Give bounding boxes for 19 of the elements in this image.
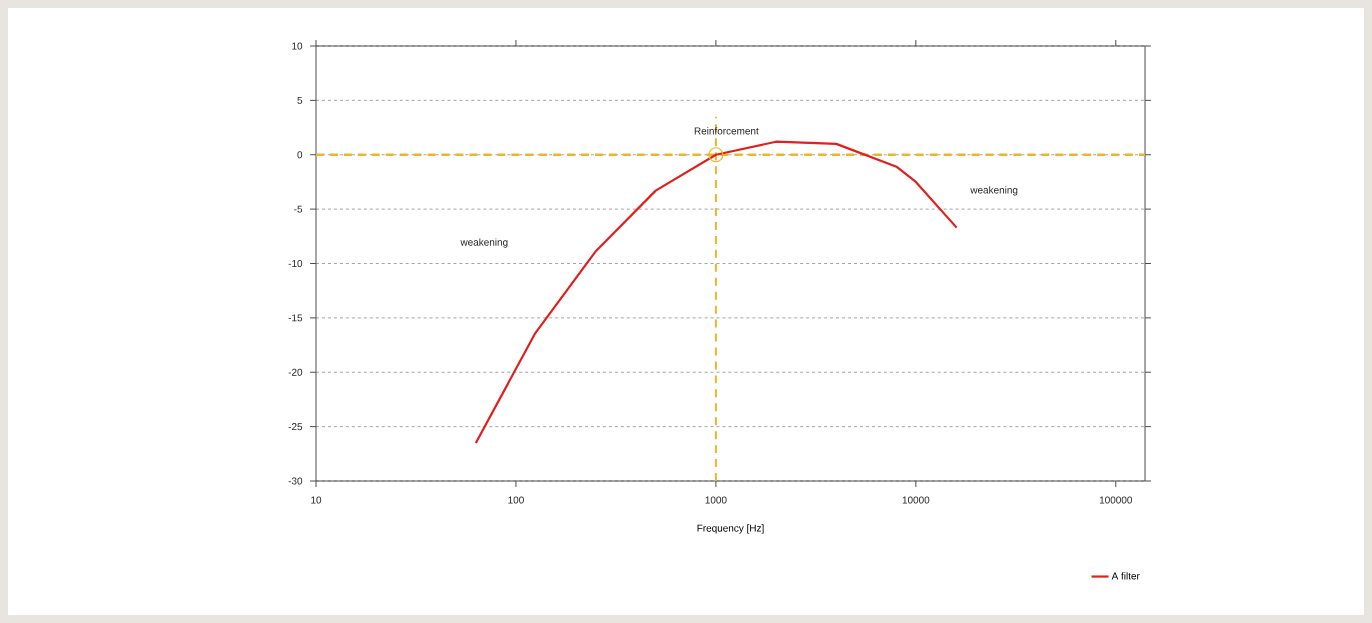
- annotation: weakening: [460, 238, 508, 248]
- annotation: Reinforcement: [694, 127, 759, 135]
- y-tick-label: -10: [288, 259, 303, 268]
- y-tick-label: -15: [288, 314, 303, 322]
- x-tick-label: 100: [508, 496, 524, 504]
- x-tick-label: 100000: [1099, 496, 1133, 504]
- annotation: weakening: [970, 186, 1018, 196]
- y-tick-label: -30: [288, 477, 303, 485]
- y-tick-label: 0: [297, 151, 303, 159]
- y-tick-label: 5: [297, 96, 303, 104]
- y-tick-label: 10: [292, 42, 303, 50]
- y-tick-label: -20: [288, 368, 303, 376]
- x-axis-title: Frequency [Hz]: [697, 524, 764, 534]
- legend-label: A filter: [1111, 572, 1140, 580]
- x-tick-label: 10000: [902, 496, 930, 504]
- x-tick-label: 10: [311, 496, 322, 504]
- y-tick-label: -25: [288, 423, 303, 431]
- x-tick-label: 1000: [705, 496, 727, 504]
- y-tick-label: -5: [294, 205, 303, 213]
